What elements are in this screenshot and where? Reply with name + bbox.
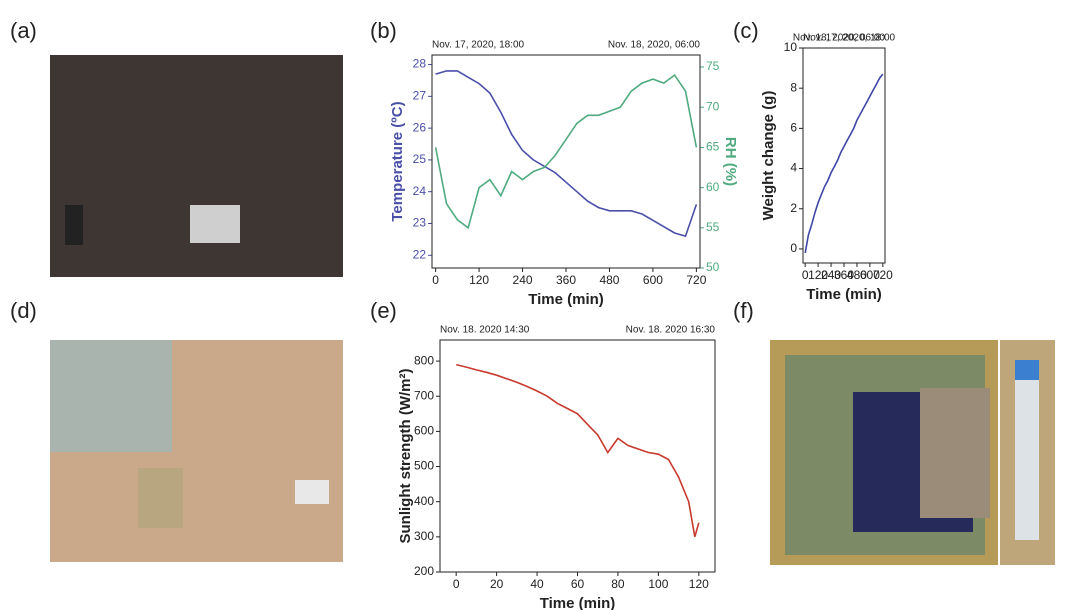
data-line (456, 363, 700, 538)
x-axis-title: Time (min) (540, 595, 616, 610)
x-tick-label: 40 (530, 577, 544, 591)
annotation: Nov. 17, 2020, 18:00 (432, 40, 525, 51)
y-tick-label: 600 (414, 424, 434, 438)
photo-object (190, 205, 240, 243)
y-tick-label: 400 (414, 494, 434, 508)
y2-tick-label: 50 (706, 260, 720, 274)
x-tick-label: 240 (821, 268, 841, 282)
photo-inset (50, 340, 172, 452)
x-tick-label: 720 (686, 273, 706, 287)
annotation: Nov. 17, 2020, 18:00 (803, 33, 896, 44)
y-tick-label: 200 (414, 564, 434, 578)
panel-label: (a) (10, 18, 37, 43)
photo-object (295, 480, 329, 504)
y-tick-label: 26 (413, 120, 427, 134)
y2-tick-label: 65 (706, 140, 720, 154)
y-tick-label: 300 (414, 529, 434, 543)
x-tick-label: 480 (599, 273, 619, 287)
y2-tick-label: 55 (706, 220, 720, 234)
photo-object (138, 468, 183, 528)
y-tick-label: 23 (413, 216, 427, 230)
y-tick-label: 10 (784, 40, 798, 54)
y-tick-label: 24 (413, 184, 427, 198)
photo (50, 55, 343, 277)
plot-frame (802, 47, 886, 264)
y-tick-label: 27 (413, 89, 427, 103)
data-line (434, 73, 698, 230)
y-tick-label: 0 (790, 241, 797, 255)
y-tick-label: 500 (414, 459, 434, 473)
x-tick-label: 60 (571, 577, 585, 591)
annotation: Nov. 18. 2020 14:30 (440, 325, 530, 336)
photo-object (65, 205, 83, 245)
annotation: Nov. 18, 2020, 06:00 (793, 33, 886, 44)
y-tick-label: 2 (790, 201, 797, 215)
panel-label: (c) (733, 18, 759, 43)
y-axis-title: Temperature (ºC) (389, 101, 406, 221)
y-tick-label: 22 (413, 247, 427, 261)
annotation: Nov. 18. 2020 16:30 (626, 325, 716, 336)
y-tick-label: 700 (414, 388, 434, 402)
x-axis-title: Time (min) (528, 291, 604, 308)
panel-label: (f) (733, 298, 754, 323)
panel-label: (e) (370, 298, 397, 323)
annotation: Nov. 18, 2020, 06:00 (608, 40, 701, 51)
panel-label: (d) (10, 298, 37, 323)
y-tick-label: 4 (790, 161, 797, 175)
x-tick-label: 80 (611, 577, 625, 591)
y-axis-title: Sunlight strength (W/m²) (397, 369, 414, 544)
photo-object (1015, 370, 1039, 540)
y-tick-label: 8 (790, 80, 797, 94)
y-tick-label: 6 (790, 121, 797, 135)
data-line (435, 70, 698, 238)
x-tick-label: 360 (556, 273, 576, 287)
x-tick-label: 20 (490, 577, 504, 591)
y2-tick-label: 75 (706, 59, 720, 73)
y2-tick-label: 60 (706, 180, 720, 194)
y-axis-title: Weight change (g) (760, 91, 777, 221)
x-tick-label: 0 (453, 577, 460, 591)
x-tick-label: 720 (873, 268, 893, 282)
data-line (804, 73, 884, 254)
x-tick-label: 100 (648, 577, 668, 591)
plot-frame (431, 54, 701, 269)
x-tick-label: 120 (808, 268, 828, 282)
photo-object (920, 388, 990, 518)
x-tick-label: 120 (469, 273, 489, 287)
photo-object (1015, 360, 1039, 380)
panel-label: (b) (370, 18, 397, 43)
y-tick-label: 25 (413, 152, 427, 166)
x-tick-label: 600 (860, 268, 880, 282)
y2-axis-title: RH (%) (722, 137, 739, 186)
x-tick-label: 0 (432, 273, 439, 287)
x-tick-label: 0 (802, 268, 809, 282)
x-tick-label: 120 (689, 577, 709, 591)
plot-frame (439, 339, 716, 573)
y-tick-label: 28 (413, 57, 427, 71)
x-tick-label: 480 (847, 268, 867, 282)
x-tick-label: 240 (513, 273, 533, 287)
x-tick-label: 360 (834, 268, 854, 282)
y-tick-label: 800 (414, 353, 434, 367)
x-tick-label: 600 (643, 273, 663, 287)
y2-tick-label: 70 (706, 99, 720, 113)
x-axis-title: Time (min) (806, 286, 882, 303)
